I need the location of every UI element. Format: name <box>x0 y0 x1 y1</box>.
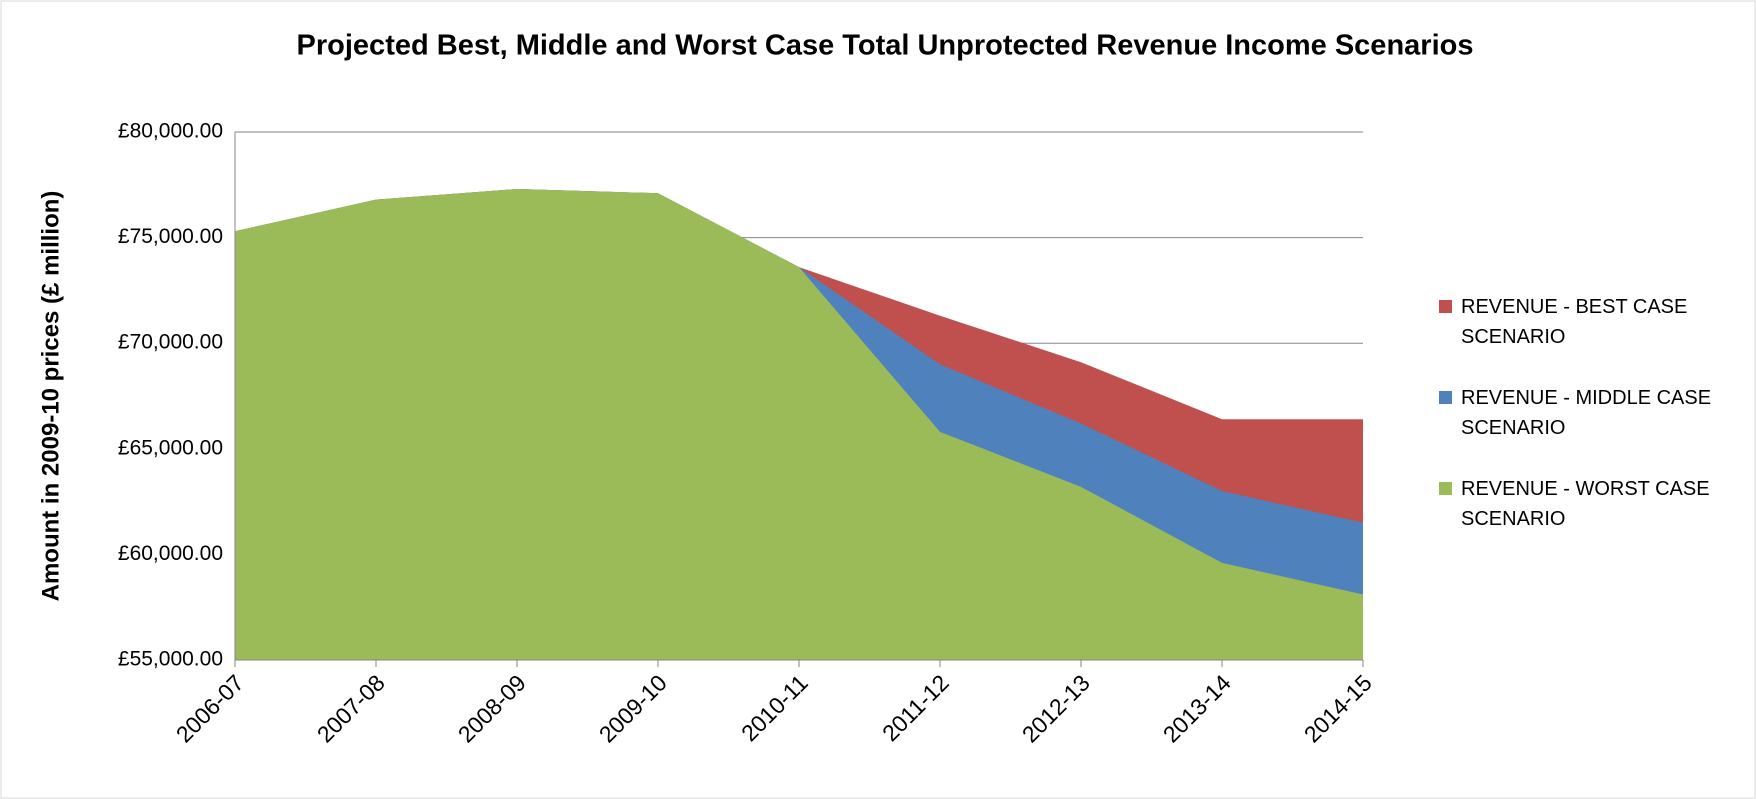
y-axis-label: Amount in 2009-10 prices (£ million) <box>37 191 64 602</box>
x-tick-label: 2007-08 <box>312 669 390 747</box>
x-tick-label: 2013-14 <box>1158 669 1236 747</box>
area <box>235 189 1363 661</box>
legend-swatch <box>1439 300 1452 313</box>
x-tick-label: 2011-12 <box>877 669 954 746</box>
x-tick-label: 2008-09 <box>453 669 531 747</box>
y-tick-label: £55,000.00 <box>118 648 223 671</box>
legend-label: REVENUE - WORST CASE SCENARIO <box>1461 478 1710 530</box>
y-tick-label: £70,000.00 <box>118 331 223 354</box>
legend-label: REVENUE - BEST CASE SCENARIO <box>1461 296 1688 348</box>
legend-swatch <box>1439 391 1452 404</box>
y-tick-label: £75,000.00 <box>118 225 223 248</box>
legend-swatch <box>1439 482 1452 495</box>
y-tick-label: £60,000.00 <box>118 542 223 565</box>
x-tick-label: 2012-13 <box>1017 669 1095 747</box>
x-tick-label: 2009-10 <box>594 669 672 747</box>
x-tick-label: 2014-15 <box>1299 669 1377 747</box>
x-tick-label: 2010-11 <box>736 669 813 746</box>
y-tick-label: £65,000.00 <box>118 436 223 459</box>
chart-title: Projected Best, Middle and Worst Case To… <box>297 30 1474 62</box>
y-tick-label: £80,000.00 <box>118 120 223 143</box>
x-tick-label: 2006-07 <box>171 669 249 747</box>
legend-label: REVENUE - MIDDLE CASE SCENARIO <box>1461 387 1712 439</box>
